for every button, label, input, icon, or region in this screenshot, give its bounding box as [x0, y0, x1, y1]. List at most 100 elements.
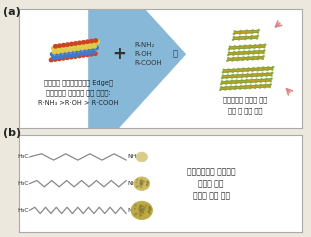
Circle shape	[244, 45, 246, 46]
Circle shape	[135, 205, 136, 206]
Circle shape	[90, 53, 93, 56]
Circle shape	[229, 46, 230, 47]
Circle shape	[251, 76, 252, 77]
Circle shape	[240, 86, 242, 87]
Circle shape	[134, 208, 136, 209]
Circle shape	[258, 67, 259, 68]
Circle shape	[141, 214, 142, 216]
Circle shape	[239, 46, 241, 47]
Circle shape	[254, 87, 256, 88]
Circle shape	[248, 53, 249, 55]
Circle shape	[60, 46, 63, 49]
Circle shape	[257, 70, 258, 71]
Circle shape	[257, 38, 258, 39]
Circle shape	[259, 87, 261, 88]
Text: H₃C: H₃C	[17, 208, 29, 213]
Circle shape	[228, 55, 229, 56]
Circle shape	[252, 30, 253, 31]
Circle shape	[257, 32, 258, 33]
Circle shape	[220, 89, 221, 90]
Circle shape	[61, 49, 64, 53]
Circle shape	[232, 71, 233, 73]
Circle shape	[141, 184, 142, 185]
Circle shape	[140, 182, 141, 183]
Circle shape	[222, 72, 224, 73]
Circle shape	[68, 48, 72, 51]
Circle shape	[220, 83, 222, 85]
Circle shape	[240, 30, 241, 32]
Circle shape	[243, 54, 244, 55]
Circle shape	[148, 182, 149, 183]
Circle shape	[150, 209, 151, 210]
Circle shape	[78, 41, 81, 45]
Circle shape	[265, 81, 266, 82]
Circle shape	[75, 49, 78, 52]
Circle shape	[252, 59, 253, 60]
Circle shape	[259, 50, 260, 51]
Circle shape	[264, 47, 265, 48]
Circle shape	[86, 40, 89, 43]
Circle shape	[82, 41, 86, 44]
Circle shape	[256, 76, 257, 77]
Circle shape	[87, 51, 91, 55]
Circle shape	[232, 60, 233, 61]
Circle shape	[140, 210, 141, 211]
Circle shape	[239, 39, 240, 40]
Circle shape	[233, 33, 234, 35]
Circle shape	[227, 75, 228, 76]
Circle shape	[147, 182, 148, 183]
Text: +: +	[112, 45, 126, 63]
Circle shape	[233, 69, 234, 70]
Circle shape	[244, 88, 246, 89]
Text: 양자점 크기 조절: 양자점 크기 조절	[193, 191, 230, 200]
Circle shape	[223, 69, 224, 70]
Circle shape	[230, 89, 231, 90]
Circle shape	[237, 71, 238, 72]
Circle shape	[265, 84, 266, 85]
Circle shape	[231, 77, 233, 78]
Text: (b): (b)	[3, 128, 21, 138]
Circle shape	[142, 211, 143, 212]
Circle shape	[261, 75, 262, 77]
Text: R·NH₃ >R·OH > R·COOH: R·NH₃ >R·OH > R·COOH	[38, 100, 118, 106]
Circle shape	[249, 48, 250, 49]
Circle shape	[251, 32, 253, 34]
Circle shape	[252, 73, 253, 74]
Circle shape	[239, 51, 240, 52]
Circle shape	[146, 184, 147, 185]
Circle shape	[69, 55, 73, 59]
Circle shape	[239, 33, 240, 34]
Circle shape	[240, 82, 242, 83]
Circle shape	[142, 209, 143, 210]
Circle shape	[96, 40, 100, 44]
Circle shape	[58, 44, 61, 47]
Circle shape	[245, 36, 247, 37]
Circle shape	[137, 186, 138, 187]
Text: NH₂: NH₂	[128, 208, 140, 213]
Circle shape	[263, 56, 264, 57]
Circle shape	[241, 80, 243, 81]
Circle shape	[257, 59, 258, 60]
Circle shape	[53, 50, 56, 54]
Circle shape	[142, 184, 143, 185]
Text: 등: 등	[172, 50, 177, 59]
Circle shape	[245, 85, 247, 86]
Circle shape	[89, 45, 92, 49]
Circle shape	[68, 44, 71, 48]
Circle shape	[269, 87, 271, 88]
Circle shape	[52, 47, 55, 50]
Circle shape	[143, 212, 144, 213]
Circle shape	[234, 31, 235, 32]
Circle shape	[84, 42, 87, 46]
Circle shape	[251, 36, 253, 37]
Circle shape	[243, 57, 244, 58]
Circle shape	[237, 74, 238, 75]
Circle shape	[50, 53, 54, 56]
Circle shape	[229, 49, 230, 50]
Text: 계면활성제의 탄소고리: 계면활성제의 탄소고리	[187, 167, 235, 176]
Text: 길이에 따른: 길이에 따른	[198, 179, 224, 188]
Circle shape	[72, 44, 75, 47]
Polygon shape	[233, 36, 258, 40]
Circle shape	[232, 74, 233, 76]
Circle shape	[149, 207, 151, 208]
